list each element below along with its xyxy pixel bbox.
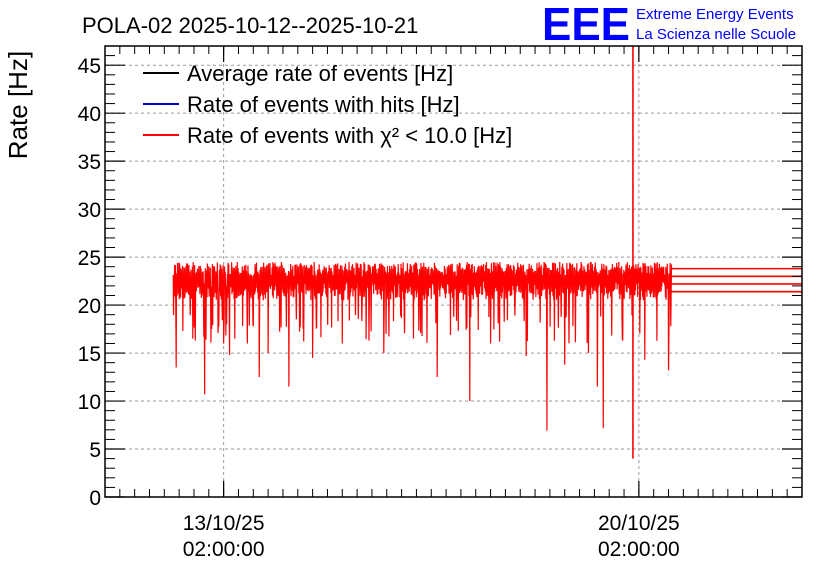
x-tick-time: 02:00:00 — [598, 538, 680, 561]
y-tick-label: 10 — [78, 391, 101, 414]
series-line-chi2 — [172, 261, 673, 431]
legend-label: Rate of events with hits [Hz] — [187, 92, 460, 117]
x-tick-date: 20/10/25 — [598, 512, 680, 535]
x-tick-date: 13/10/25 — [183, 512, 265, 535]
legend-label: Rate of events with χ² < 10.0 [Hz] — [187, 123, 512, 148]
y-tick-label: 35 — [78, 151, 101, 174]
logo-line-2: La Scienza nelle Scuole — [636, 26, 796, 43]
plot-frame — [104, 45, 803, 498]
y-axis-label: Rate [Hz] — [3, 51, 33, 159]
eee-logo: EEE Extreme Energy Events La Scienza nel… — [542, 0, 796, 50]
legend-label: Average rate of events [Hz] — [187, 61, 453, 86]
chart-title: POLA-02 2025-10-12--2025-10-21 — [82, 13, 418, 38]
legend: Average rate of events [Hz] Rate of event… — [143, 61, 512, 148]
logo-line-1: Extreme Energy Events — [636, 6, 794, 23]
series-layer — [172, 46, 802, 459]
logo-mark: EEE — [542, 0, 630, 50]
y-tick-label: 15 — [78, 343, 101, 366]
x-tick-time: 02:00:00 — [183, 538, 265, 561]
y-tick-label: 25 — [78, 247, 101, 270]
y-tick-label: 0 — [89, 487, 101, 510]
axes: 0 5 10 15 20 25 30 35 40 45 13/10/25 02:00:00 20/10/… — [78, 45, 802, 561]
y-tick-label: 45 — [78, 55, 101, 78]
y-tick-label: 40 — [78, 103, 101, 126]
y-tick-label: 30 — [78, 199, 101, 222]
y-tick-label: 5 — [89, 439, 101, 462]
y-tick-label: 20 — [78, 295, 101, 318]
